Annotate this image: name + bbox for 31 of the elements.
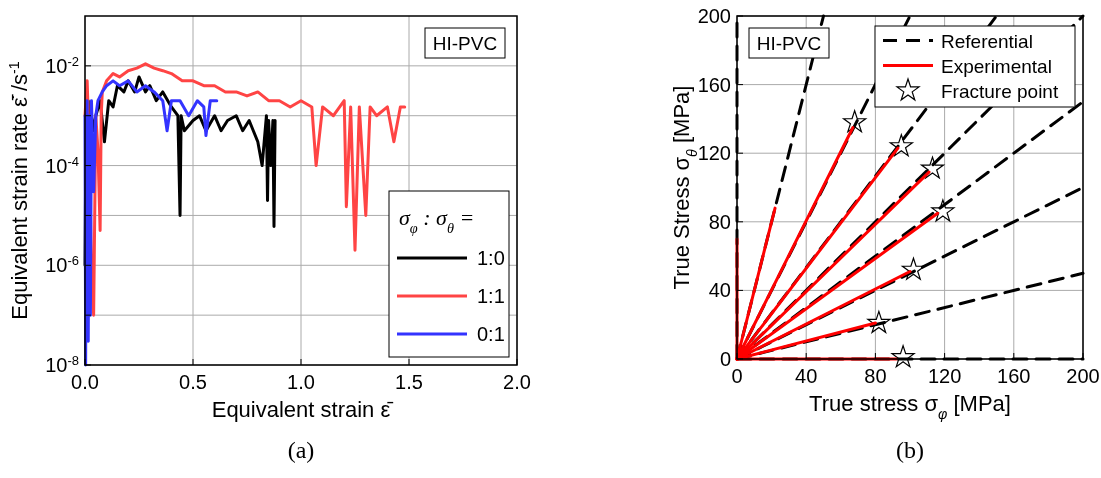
y-tick-label: 40	[708, 279, 731, 302]
x-tick-label: 2.0	[503, 371, 531, 393]
legend-label: Fracture point	[941, 80, 1059, 102]
y-tick-label: 10$^{-2}$	[45, 53, 79, 77]
legend-label: Experimental	[941, 55, 1052, 77]
annotation: HI-PVC	[432, 33, 498, 54]
y-tick-label: 0	[719, 348, 731, 370]
x-tick-label: 120	[927, 365, 962, 387]
x-tick-label: 200	[1066, 365, 1100, 387]
x-tick-label: 160	[997, 365, 1031, 387]
x-tick-label: 80	[864, 365, 887, 387]
y-tick-label: 10$^{-4}$	[45, 153, 79, 177]
x-tick-label: 0.5	[179, 371, 207, 393]
legend-title: σ$_{φ}$ : σ$_{θ}$ =	[399, 205, 475, 236]
legend-label: 1:0	[477, 247, 505, 269]
y-tick-label: 160	[697, 73, 731, 96]
annotation: HI-PVC	[756, 33, 822, 54]
y-tick-label: 80	[708, 210, 731, 233]
x-axis-title: Equivalent strain ε̄	[211, 397, 394, 422]
x-tick-label: 1.5	[395, 371, 423, 393]
y-tick-label: 120	[697, 142, 731, 165]
legend-label: 1:1	[477, 285, 505, 307]
y-tick-label: 200	[697, 5, 731, 27]
x-tick-label: 1.0	[287, 371, 315, 393]
legend-label: Referential	[941, 30, 1033, 52]
text: (b)	[896, 437, 924, 463]
legend-label: 0:1	[477, 323, 505, 345]
x-axis-title: True stress σ$_{φ}$ [MPa]	[809, 391, 1011, 422]
y-tick-label: 10$^{-6}$	[45, 252, 79, 277]
text: (a)	[287, 437, 315, 463]
x-tick-label: 40	[795, 365, 818, 387]
